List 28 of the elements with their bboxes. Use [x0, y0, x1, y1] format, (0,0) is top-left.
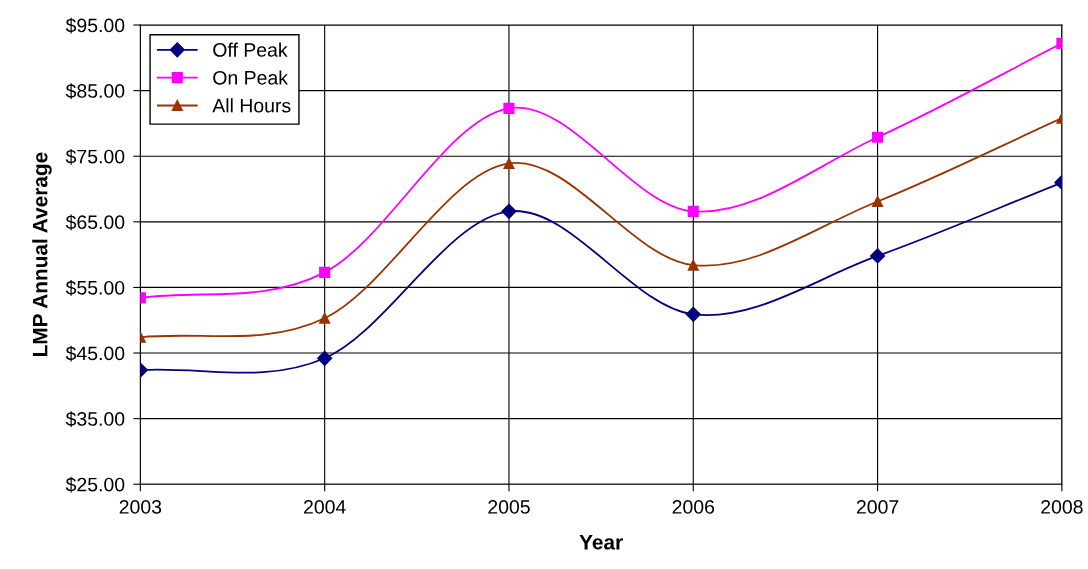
x-tick-label: 2005 [488, 500, 530, 514]
x-tick-label: 2008 [1041, 500, 1083, 514]
point [503, 157, 515, 170]
point [687, 259, 699, 271]
y-tick-label: $35.00 [65, 411, 125, 428]
x-tick-label: 2003 [119, 500, 162, 514]
y-tick-label: $95.00 [65, 17, 125, 34]
x-tick-label: 2007 [856, 500, 899, 514]
point [317, 350, 333, 366]
y-tick-label: $75.00 [65, 148, 125, 165]
y-axis-title: LMP Annual Average [32, 152, 52, 357]
point [319, 312, 331, 324]
x-tick-label: 2004 [304, 500, 346, 514]
point [503, 102, 515, 114]
point [319, 266, 331, 278]
point [501, 203, 517, 219]
point [687, 205, 699, 217]
y-tick-label: $45.00 [65, 345, 125, 362]
y-tick-label: $85.00 [65, 83, 125, 100]
y-tick-label: $65.00 [65, 214, 125, 231]
legend-label: On Peak [213, 70, 288, 85]
y-tick-label: $25.00 [65, 476, 125, 493]
legend-label: All Hours [212, 98, 291, 113]
point [685, 306, 701, 322]
x-tick-label: 2006 [672, 500, 715, 514]
y-tick-label: $55.00 [65, 280, 125, 296]
legend-label: Off Peak [213, 42, 288, 57]
x-axis-title: Year [579, 535, 623, 550]
